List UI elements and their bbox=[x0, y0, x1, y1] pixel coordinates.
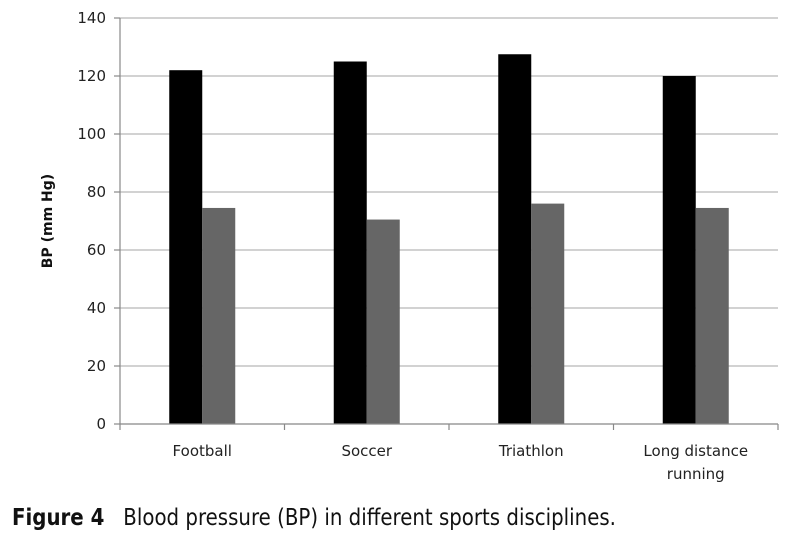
x-category-label: Triathlon bbox=[498, 442, 564, 460]
y-tick-label: 120 bbox=[77, 67, 106, 85]
x-category-label: Football bbox=[173, 442, 232, 460]
y-axis-ticks: 0 20 40 60 80 100 120 140 bbox=[77, 9, 120, 433]
y-tick-label: 20 bbox=[87, 357, 106, 375]
bar-series-2-3 bbox=[695, 207, 729, 424]
bar-series-1-1 bbox=[333, 61, 367, 424]
bar-series-1-0 bbox=[169, 70, 203, 424]
bar-series-1-2 bbox=[498, 54, 532, 424]
y-tick-label: 60 bbox=[87, 241, 106, 259]
bar-series-2-1 bbox=[366, 219, 400, 424]
bar-chart: 0 20 40 60 80 100 120 140 Football Soccer Triathl… bbox=[40, 9, 779, 483]
y-axis-title: BP (mm Hg) bbox=[40, 174, 56, 268]
y-tick-label: 80 bbox=[87, 183, 106, 201]
bar-series-2-2 bbox=[531, 203, 565, 424]
bar-series-2-0 bbox=[202, 207, 236, 424]
y-tick-label: 100 bbox=[77, 125, 106, 143]
y-tick-label: 140 bbox=[77, 9, 106, 27]
y-tick-label: 0 bbox=[96, 415, 106, 433]
x-category-label: Long distance bbox=[643, 442, 748, 460]
x-category-label: Soccer bbox=[341, 442, 392, 460]
caption-text: Blood pressure (BP) in different sports … bbox=[123, 505, 616, 531]
y-tick-label: 40 bbox=[87, 299, 106, 317]
bars bbox=[169, 54, 729, 424]
x-category-label: running bbox=[667, 465, 725, 483]
bar-series-1-3 bbox=[662, 76, 696, 424]
x-axis-labels: Football Soccer Triathlon Long distance runn… bbox=[119, 424, 779, 483]
figure-caption: Figure 4 Blood pressure (BP) in different… bbox=[12, 505, 616, 531]
figure-label: Figure 4 bbox=[12, 505, 105, 531]
